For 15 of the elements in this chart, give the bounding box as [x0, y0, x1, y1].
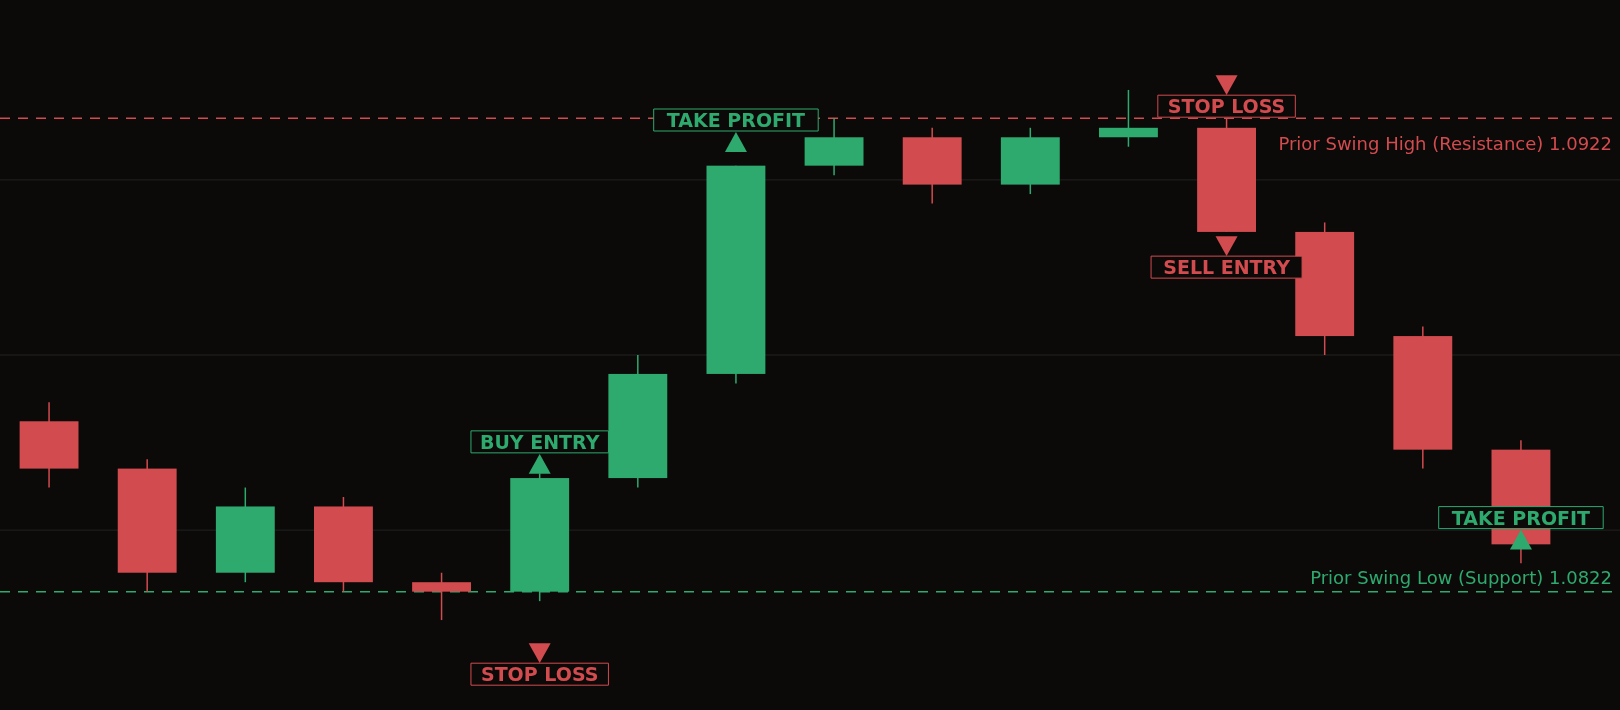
- data-label: TAKE PROFIT: [666, 109, 806, 131]
- ref-line-label: Prior Swing High (Resistance) 1.0922: [1278, 133, 1612, 155]
- data-label: STOP LOSS: [1167, 95, 1286, 118]
- point: [528, 643, 551, 664]
- point: [1215, 236, 1238, 257]
- point: [1215, 75, 1238, 96]
- data-label: BUY ENTRY: [479, 430, 600, 453]
- point: [1509, 529, 1532, 550]
- point: [528, 453, 551, 474]
- data-label: TAKE PROFIT: [1451, 506, 1591, 529]
- candlestick: [1099, 89, 1158, 148]
- point: [724, 132, 747, 152]
- data-label: STOP LOSS: [480, 663, 599, 686]
- ref-line-label: Prior Swing Low (Support) 1.0822: [1310, 566, 1612, 588]
- data-label: SELL ENTRY: [1163, 256, 1291, 279]
